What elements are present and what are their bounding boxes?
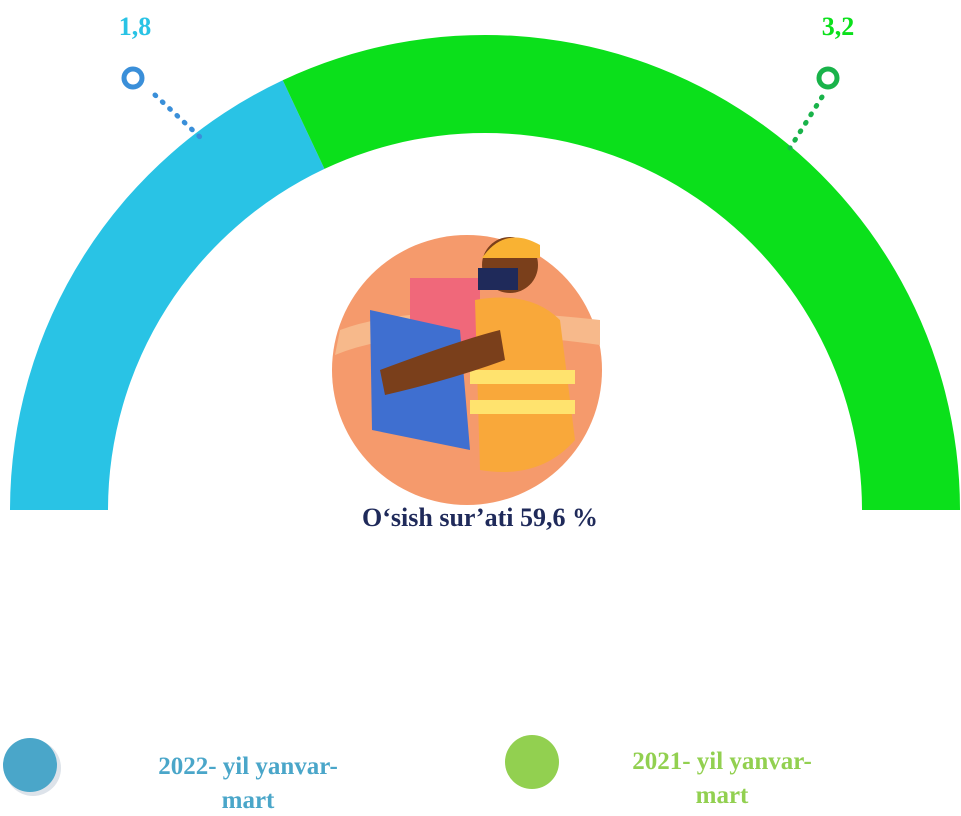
legend-label: 2022- yil yanvar-mart [158, 753, 338, 814]
arc-segment [282, 35, 960, 511]
value-label: 1,8 [118, 12, 152, 41]
illustration [332, 235, 602, 505]
legend-label: 2021- yil yanvar-mart [632, 748, 812, 809]
value-label: 3,2 [821, 12, 855, 41]
annotation: O‘sish sur’ati 59,6 % [362, 503, 598, 532]
arc-segment [10, 80, 325, 510]
legend-marker [505, 735, 559, 789]
legend-marker [3, 738, 57, 792]
connectors [121, 66, 840, 151]
